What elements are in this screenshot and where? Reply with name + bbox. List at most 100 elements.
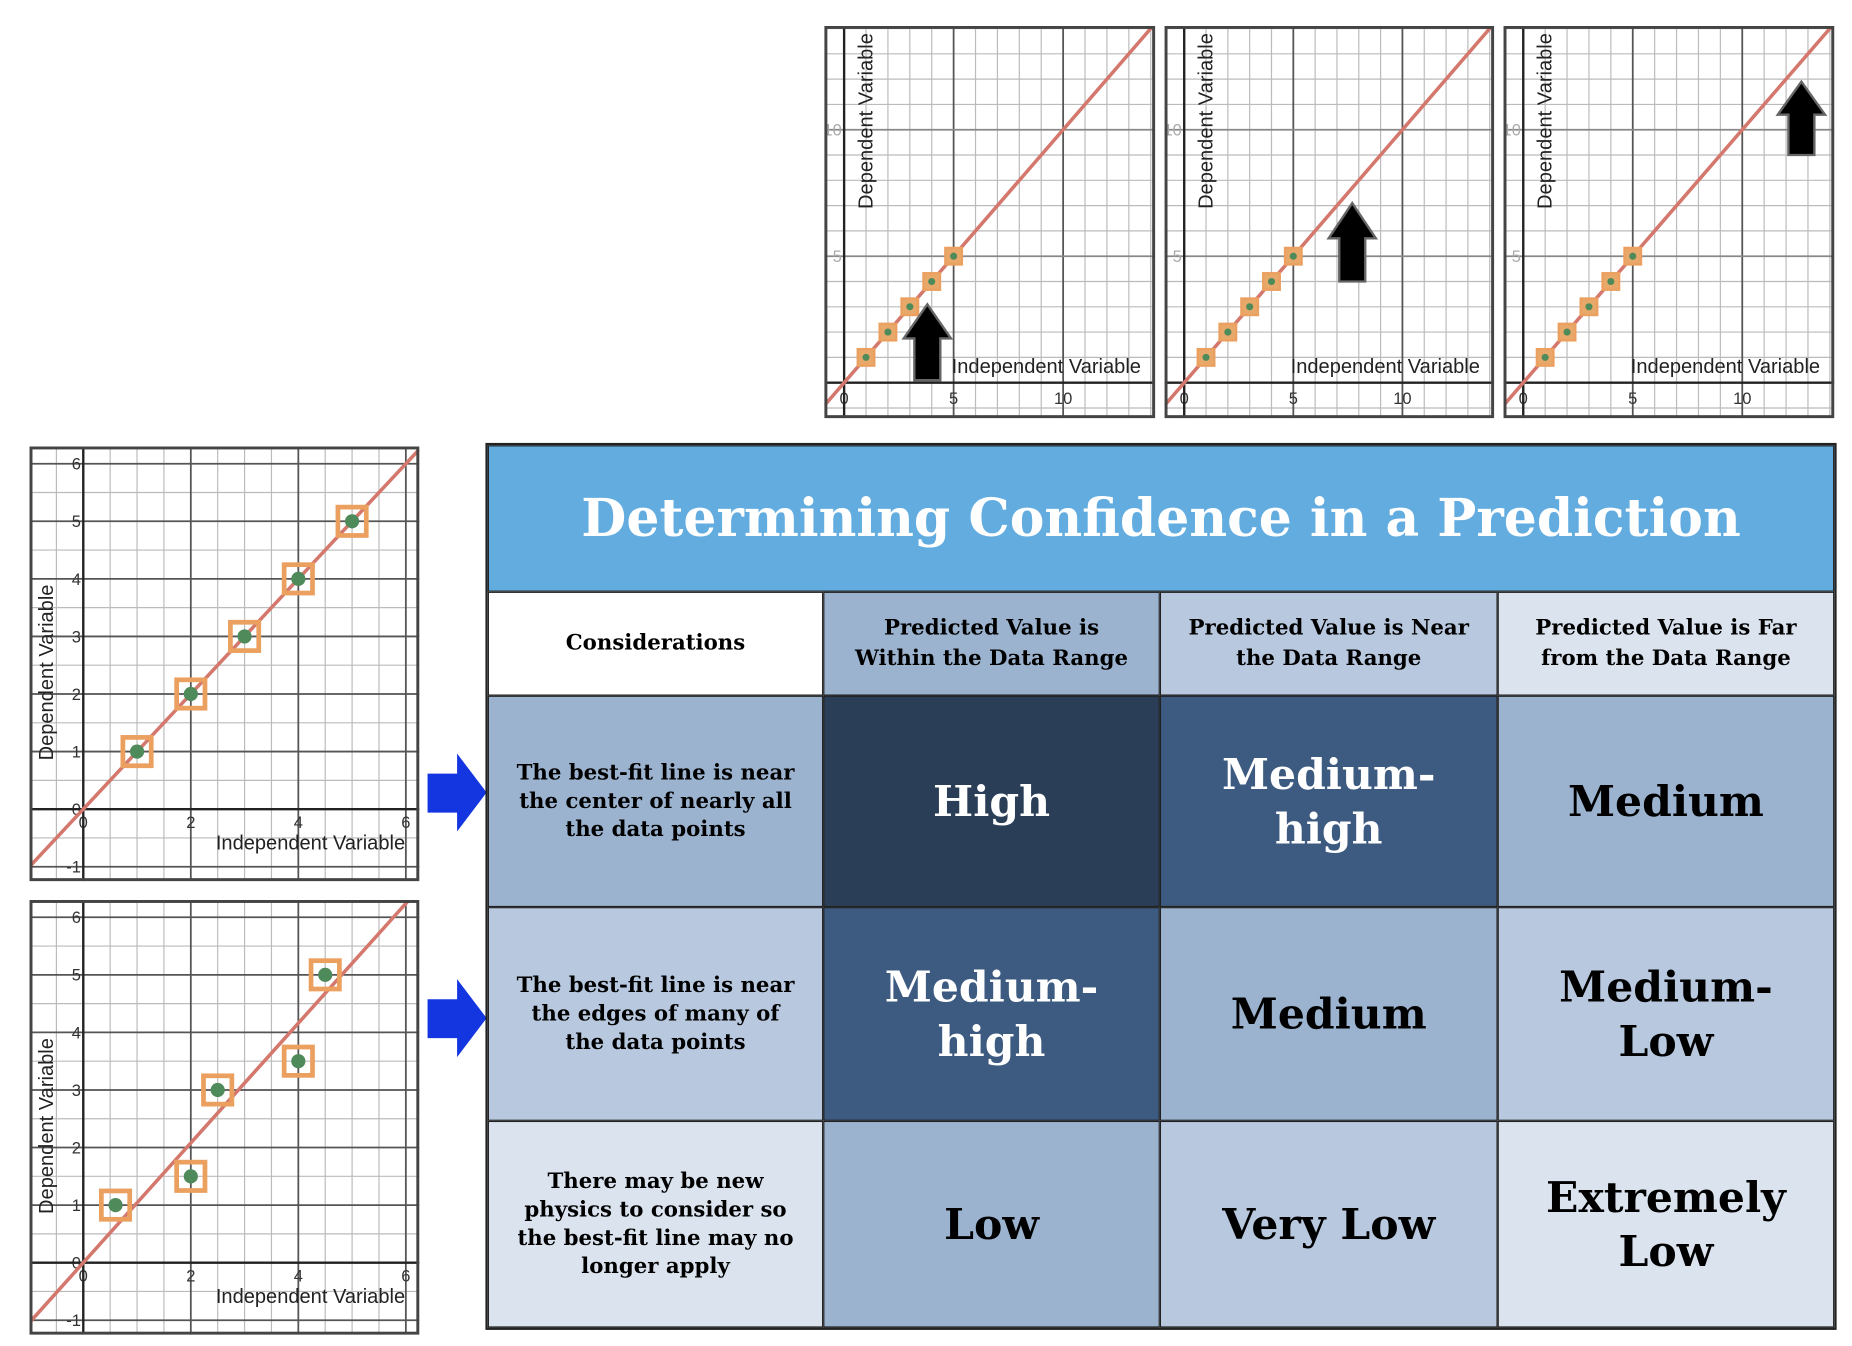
x-tick-label: 10 xyxy=(1054,389,1072,408)
data-point xyxy=(950,252,958,260)
chart-frame xyxy=(29,446,420,882)
column-header: Predicted Value is Within the Data Range xyxy=(823,591,1160,696)
row-header: The best-fit line is near the center of … xyxy=(487,695,824,908)
scatter-chart: 0246-10123456Independent VariableDepende… xyxy=(29,899,420,1335)
data-point xyxy=(1585,303,1593,311)
column-header: Predicted Value is Far from the Data Ran… xyxy=(1497,591,1835,696)
data-point xyxy=(183,1169,198,1184)
cell: Extremely Low xyxy=(1497,1120,1835,1328)
y-tick-label: 10 xyxy=(1504,121,1521,140)
data-point xyxy=(928,277,936,286)
x-tick-label: 5 xyxy=(1628,389,1637,408)
cell: Low xyxy=(823,1120,1160,1328)
data-point xyxy=(1246,303,1254,311)
x-tick-label: 5 xyxy=(1289,389,1298,408)
x-axis-title: Independent Variable xyxy=(1631,356,1820,378)
data-point xyxy=(1224,328,1232,336)
y-tick-label: 5 xyxy=(72,512,81,531)
x-axis-title: Independent Variable xyxy=(216,832,405,854)
y-tick-label: 10 xyxy=(824,121,841,140)
data-point xyxy=(1563,328,1571,336)
y-axis-title: Dependent Variable xyxy=(36,585,58,761)
data-point xyxy=(345,514,360,529)
plot-background xyxy=(1164,25,1495,419)
plot-background xyxy=(29,899,420,1335)
scatter-chart: 0246-10123456Independent VariableDepende… xyxy=(29,446,420,882)
indicator-arrow xyxy=(1775,79,1828,157)
point-marker xyxy=(201,1073,235,1107)
data-point xyxy=(1267,277,1276,286)
x-tick-label: 6 xyxy=(401,1267,410,1286)
data-point xyxy=(906,303,914,311)
y-tick-label: 2 xyxy=(72,685,81,704)
data-point xyxy=(291,1054,306,1069)
cell: Very Low xyxy=(1159,1120,1498,1328)
y-tick-label: 4 xyxy=(72,1023,81,1042)
data-point xyxy=(884,328,892,336)
chart-frame xyxy=(29,899,420,1335)
point-marker xyxy=(120,735,154,769)
cell: Medium xyxy=(1159,907,1498,1121)
y-tick-label: 4 xyxy=(72,570,81,589)
y-tick-label: 5 xyxy=(72,966,81,985)
y-tick-label: 6 xyxy=(72,455,81,474)
y-tick-label: 6 xyxy=(72,908,81,927)
y-tick-label: -1 xyxy=(66,1311,81,1330)
point-marker xyxy=(308,958,342,992)
data-point xyxy=(237,629,252,644)
data-point xyxy=(1541,353,1549,361)
data-point xyxy=(210,1082,225,1098)
row-header: The best-fit line is near the edges of m… xyxy=(487,907,824,1121)
y-tick-label: 1 xyxy=(72,742,81,761)
cell: Medium-Low xyxy=(1497,907,1835,1121)
data-point xyxy=(1289,252,1297,260)
point-marker xyxy=(174,1159,208,1193)
y-axis-title: Dependent Variable xyxy=(855,33,877,209)
x-tick-label: 6 xyxy=(401,813,410,832)
column-header: Predicted Value is Near the Data Range xyxy=(1159,591,1498,696)
y-tick-label: 3 xyxy=(72,1081,81,1100)
y-tick-label: 2 xyxy=(72,1138,81,1157)
x-tick-label: 10 xyxy=(1393,389,1411,408)
y-tick-label: 1 xyxy=(72,1196,81,1215)
cell: Medium xyxy=(1497,695,1835,908)
best-fit-line xyxy=(1503,25,1835,407)
cell: High xyxy=(823,695,1160,908)
data-point xyxy=(291,571,306,586)
y-axis-title: Dependent Variable xyxy=(36,1038,58,1214)
data-point xyxy=(1202,353,1210,361)
confidence-table: Determining Confidence in a Prediction C… xyxy=(485,442,1837,1330)
plot-background xyxy=(824,25,1156,419)
y-tick-label: 5 xyxy=(833,247,842,266)
x-axis-title: Independent Variable xyxy=(1291,356,1480,378)
point-marker xyxy=(281,562,315,596)
data-point xyxy=(862,353,870,361)
y-tick-label: 3 xyxy=(72,627,81,646)
x-tick-label: 2 xyxy=(186,813,195,832)
x-tick-label: 2 xyxy=(186,1267,195,1286)
chart-frame xyxy=(1503,25,1835,419)
x-tick-label: 5 xyxy=(949,389,958,408)
indicator-arrow xyxy=(1326,200,1379,283)
best-fit-line xyxy=(1164,25,1495,407)
data-point xyxy=(129,744,145,759)
data-point xyxy=(183,686,198,702)
y-tick-label: 10 xyxy=(1165,121,1182,140)
plot-background xyxy=(1503,25,1835,419)
data-point xyxy=(318,967,333,982)
best-fit-line xyxy=(824,25,1156,407)
y-tick-label: 5 xyxy=(1512,247,1521,266)
indicator-arrow xyxy=(901,302,954,382)
data-point xyxy=(1607,277,1615,286)
point-marker xyxy=(335,504,369,538)
x-axis-title: Independent Variable xyxy=(216,1286,405,1308)
cell: Medium-high xyxy=(823,907,1160,1121)
row-header: There may be new physics to consider so … xyxy=(487,1120,824,1328)
x-tick-label: 10 xyxy=(1733,389,1751,408)
x-axis-title: Independent Variable xyxy=(952,356,1141,378)
